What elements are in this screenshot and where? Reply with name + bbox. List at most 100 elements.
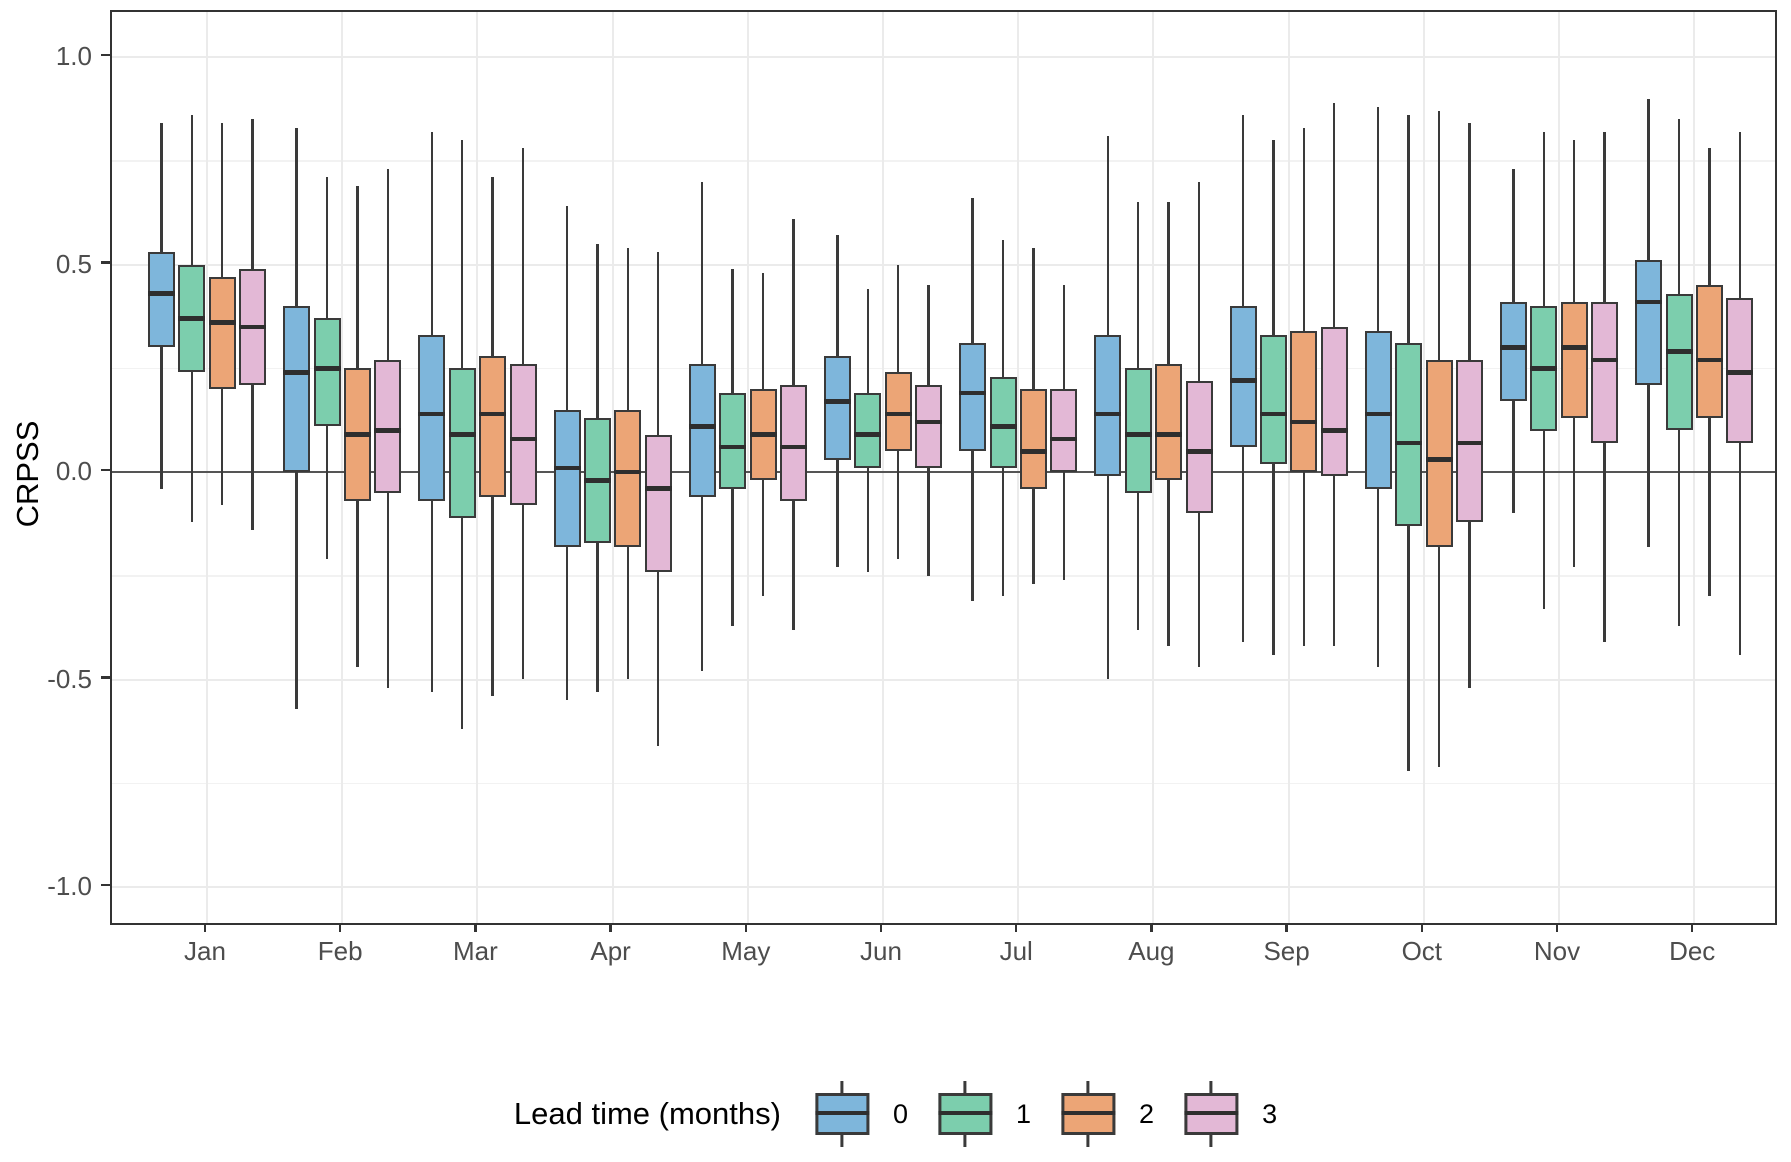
- box-jul-lead2: [1019, 389, 1047, 489]
- x-tick-label: Jan: [184, 936, 226, 966]
- box-oct-lead1: [1395, 343, 1423, 526]
- box-sep-lead0: [1229, 306, 1257, 448]
- box-jul-lead3: [1050, 389, 1078, 472]
- box-nov-lead3: [1591, 301, 1619, 443]
- box-dec-lead0: [1635, 260, 1663, 385]
- median-may-lead0: [688, 424, 716, 429]
- median-nov-lead3: [1591, 357, 1619, 363]
- box-nov-lead0: [1499, 301, 1527, 402]
- x-tick-label: May: [721, 936, 771, 966]
- box-may-lead0: [688, 364, 716, 497]
- plot-panel: [110, 10, 1777, 925]
- vertical-gridline: [611, 12, 614, 923]
- median-dec-lead2: [1695, 357, 1723, 363]
- median-jan-lead2: [208, 320, 236, 325]
- x-tick-label: Oct: [1401, 936, 1443, 966]
- y-tick: [101, 53, 110, 57]
- median-apr-lead1: [583, 478, 611, 483]
- median-may-lead2: [749, 432, 777, 437]
- x-tick: [609, 923, 612, 932]
- legend: Lead time (months) 0 1 2 3: [514, 1078, 1277, 1150]
- box-jun-lead3: [915, 384, 943, 468]
- legend-key-whisker: [963, 1081, 967, 1093]
- median-dec-lead3: [1726, 370, 1754, 375]
- legend-key-whisker: [963, 1135, 967, 1147]
- y-tick-label: 1.0: [55, 41, 92, 71]
- minor-gridline: [112, 782, 1775, 784]
- x-tick: [744, 923, 748, 932]
- median-aug-lead2: [1155, 432, 1183, 437]
- legend-key-whisker: [1086, 1081, 1090, 1093]
- median-apr-lead3: [644, 486, 672, 491]
- median-oct-lead3: [1455, 440, 1483, 446]
- median-nov-lead2: [1560, 345, 1588, 350]
- legend-item-lead3: 3: [1184, 1081, 1277, 1147]
- legend-item-lead1: 1: [938, 1081, 1031, 1147]
- vertical-gridline: [1017, 12, 1020, 923]
- median-jul-lead0: [959, 390, 987, 396]
- median-jun-lead1: [854, 432, 882, 437]
- legend-key-whisker: [1209, 1135, 1213, 1147]
- vertical-gridline: [1558, 12, 1560, 923]
- box-mar-lead2: [479, 355, 507, 497]
- vertical-gridline: [746, 12, 749, 923]
- legend-label: 1: [1016, 1098, 1032, 1129]
- legend-key-whisker: [1209, 1081, 1213, 1093]
- x-tick: [1555, 923, 1559, 932]
- box-jan-lead2: [208, 276, 236, 389]
- box-dec-lead2: [1695, 285, 1723, 419]
- box-feb-lead0: [283, 306, 311, 472]
- x-tick: [1690, 923, 1694, 932]
- box-jun-lead0: [823, 355, 851, 460]
- x-tick-label: Nov: [1533, 936, 1581, 966]
- vertical-gridline: [1422, 12, 1425, 923]
- zero-reference-line: [112, 470, 1775, 474]
- x-tick-label: Mar: [453, 936, 498, 966]
- median-apr-lead0: [553, 465, 581, 471]
- box-aug-lead2: [1155, 364, 1183, 481]
- y-tick-label: -0.5: [47, 663, 92, 694]
- box-sep-lead1: [1259, 335, 1287, 464]
- x-tick: [1014, 923, 1018, 932]
- minor-gridline: [112, 367, 1775, 369]
- x-tick: [879, 923, 883, 932]
- box-oct-lead2: [1425, 359, 1453, 547]
- median-jun-lead3: [915, 419, 943, 425]
- median-jul-lead3: [1050, 436, 1078, 442]
- box-may-lead1: [719, 393, 747, 489]
- legend-item-lead2: 2: [1061, 1081, 1154, 1147]
- legend-key-whisker: [1086, 1135, 1090, 1147]
- legend-title: Lead time (months): [513, 1096, 781, 1131]
- legend-key-boxplot-icon: [814, 1081, 869, 1147]
- median-oct-lead0: [1364, 411, 1392, 417]
- legend-key-median: [1184, 1111, 1239, 1115]
- box-feb-lead1: [313, 318, 341, 427]
- median-jun-lead0: [823, 399, 851, 404]
- legend-key-whisker: [840, 1135, 844, 1147]
- median-mar-lead0: [418, 411, 446, 417]
- legend-key-median: [938, 1111, 992, 1115]
- major-gridline: [112, 56, 1775, 58]
- minor-gridline: [112, 575, 1775, 577]
- box-sep-lead3: [1320, 326, 1348, 477]
- box-may-lead3: [779, 384, 807, 502]
- x-tick-label: Jul: [999, 936, 1033, 966]
- vertical-gridline: [476, 12, 479, 923]
- median-feb-lead2: [343, 432, 371, 437]
- median-nov-lead0: [1499, 345, 1527, 350]
- median-mar-lead1: [448, 432, 476, 437]
- box-aug-lead3: [1185, 380, 1213, 514]
- y-tick: [101, 676, 110, 679]
- median-aug-lead3: [1185, 449, 1213, 454]
- box-jun-lead1: [854, 393, 882, 468]
- box-apr-lead2: [614, 409, 642, 547]
- median-oct-lead2: [1425, 457, 1453, 462]
- x-tick-label: Sep: [1263, 936, 1310, 966]
- box-sep-lead2: [1290, 330, 1318, 472]
- box-oct-lead0: [1364, 330, 1392, 489]
- major-gridline: [112, 678, 1775, 681]
- median-sep-lead0: [1229, 378, 1257, 383]
- median-may-lead3: [779, 444, 807, 450]
- median-aug-lead0: [1094, 411, 1122, 417]
